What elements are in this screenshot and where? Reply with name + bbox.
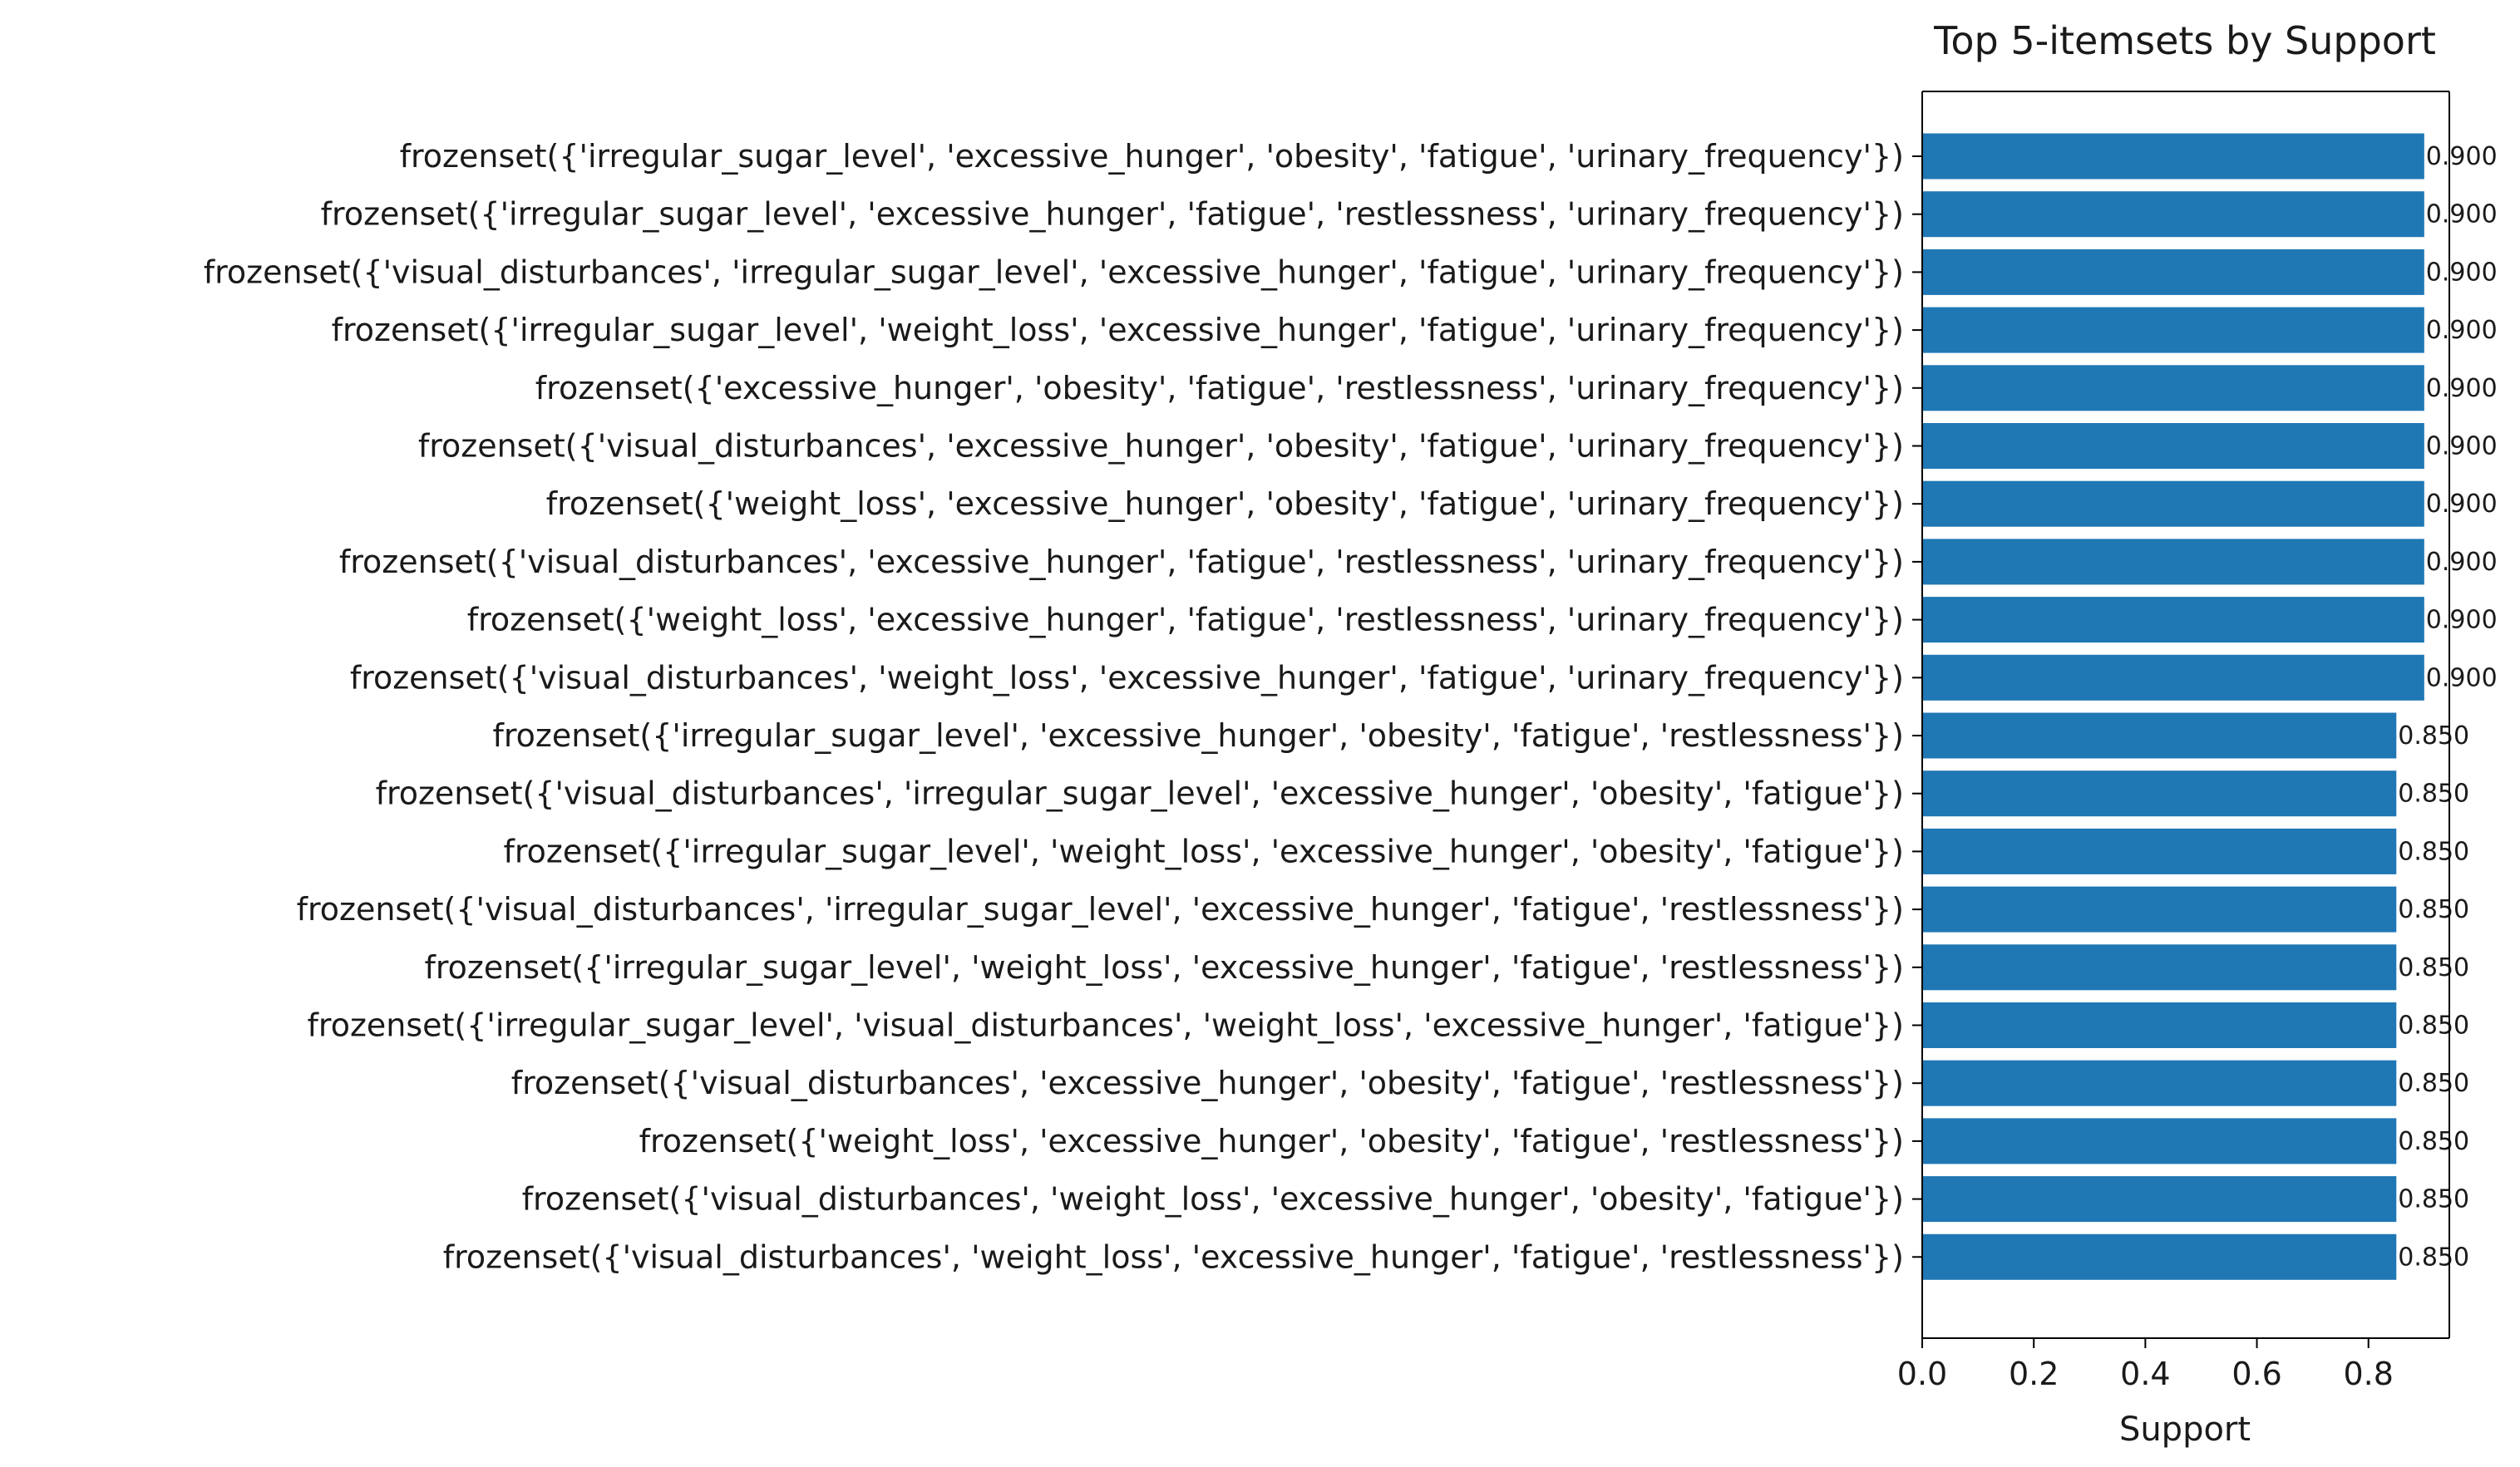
value-label: 0.850 bbox=[2398, 953, 2469, 982]
bar bbox=[1922, 480, 2424, 527]
category-label: frozenset({'weight_loss', 'excessive_hun… bbox=[639, 1123, 1904, 1159]
value-label: 0.850 bbox=[2398, 1127, 2469, 1156]
bar bbox=[1922, 423, 2424, 469]
bar bbox=[1922, 249, 2424, 295]
bar bbox=[1922, 597, 2424, 643]
value-label: 0.850 bbox=[2398, 721, 2469, 751]
category-label: frozenset({'visual_disturbances', 'irreg… bbox=[297, 891, 1904, 928]
bar bbox=[1922, 944, 2397, 991]
value-label: 0.900 bbox=[2426, 432, 2498, 461]
value-label: 0.900 bbox=[2426, 548, 2498, 577]
value-label: 0.900 bbox=[2426, 490, 2498, 519]
category-label: frozenset({'visual_disturbances', 'exces… bbox=[511, 1065, 1904, 1101]
bar bbox=[1922, 307, 2424, 353]
value-label: 0.850 bbox=[2398, 1185, 2469, 1214]
category-label: frozenset({'visual_disturbances', 'weigh… bbox=[350, 659, 1904, 696]
bar bbox=[1922, 1176, 2397, 1223]
value-label: 0.850 bbox=[2398, 1243, 2469, 1272]
x-tick-label: 0.0 bbox=[1897, 1356, 1947, 1392]
bar bbox=[1922, 1233, 2397, 1280]
category-label: frozenset({'irregular_sugar_level', 'vis… bbox=[308, 1007, 1904, 1044]
bar bbox=[1922, 133, 2424, 180]
value-label: 0.900 bbox=[2426, 142, 2498, 171]
value-label: 0.850 bbox=[2398, 1012, 2469, 1041]
category-label: frozenset({'irregular_sugar_level', 'exc… bbox=[400, 138, 1904, 175]
category-label: frozenset({'weight_loss', 'excessive_hun… bbox=[546, 485, 1904, 522]
value-label: 0.850 bbox=[2398, 1069, 2469, 1098]
category-label: frozenset({'visual_disturbances', 'weigh… bbox=[443, 1238, 1904, 1275]
axes-group: 0.0 0.2 0.4 0.6 0.8 bbox=[1897, 91, 2450, 1392]
value-label: 0.900 bbox=[2426, 374, 2498, 403]
bar bbox=[1922, 365, 2424, 411]
bar bbox=[1922, 191, 2424, 238]
category-label: frozenset({'visual_disturbances', 'irreg… bbox=[204, 254, 1904, 290]
bar bbox=[1922, 1118, 2397, 1164]
x-tick-label: 0.8 bbox=[2344, 1356, 2394, 1392]
bar bbox=[1922, 770, 2397, 817]
bar bbox=[1922, 1002, 2397, 1048]
x-tick-label: 0.2 bbox=[2009, 1356, 2059, 1392]
category-label: frozenset({'irregular_sugar_level', 'exc… bbox=[321, 196, 1904, 233]
value-label: 0.900 bbox=[2426, 316, 2498, 345]
x-tick-label: 0.6 bbox=[2232, 1356, 2281, 1392]
value-labels-group: 0.900 0.900 0.900 0.900 0.900 0.900 0.900 0.900… bbox=[2398, 142, 2497, 1272]
value-label: 0.850 bbox=[2398, 837, 2469, 866]
category-label: frozenset({'visual_disturbances', 'exces… bbox=[418, 428, 1904, 465]
x-tick-label: 0.4 bbox=[2120, 1356, 2170, 1392]
chart-title: Top 5-itemsets by Support bbox=[1933, 18, 2436, 63]
bar bbox=[1922, 1060, 2397, 1106]
bar bbox=[1922, 712, 2397, 759]
category-label: frozenset({'irregular_sugar_level', 'wei… bbox=[424, 949, 1904, 986]
value-label: 0.900 bbox=[2426, 200, 2498, 229]
bar bbox=[1922, 886, 2397, 933]
value-label: 0.850 bbox=[2398, 780, 2469, 809]
category-label: frozenset({'excessive_hunger', 'obesity'… bbox=[535, 370, 1904, 406]
category-label: frozenset({'irregular_sugar_level', 'exc… bbox=[493, 717, 1904, 754]
x-axis-title: Support bbox=[2119, 1410, 2251, 1449]
bars-group bbox=[1922, 133, 2424, 1280]
value-label: 0.900 bbox=[2426, 663, 2498, 692]
value-label: 0.850 bbox=[2398, 895, 2469, 924]
category-label: frozenset({'visual_disturbances', 'irreg… bbox=[376, 775, 1904, 812]
category-label: frozenset({'visual_disturbances', 'exces… bbox=[339, 544, 1904, 580]
value-label: 0.900 bbox=[2426, 258, 2498, 287]
category-label: frozenset({'irregular_sugar_level', 'wei… bbox=[332, 312, 1904, 348]
bar bbox=[1922, 654, 2424, 701]
category-label: frozenset({'irregular_sugar_level', 'wei… bbox=[503, 833, 1904, 869]
category-label: frozenset({'weight_loss', 'excessive_hun… bbox=[467, 602, 1904, 638]
category-labels-group: frozenset({'irregular_sugar_level', 'exc… bbox=[204, 138, 1904, 1275]
bar bbox=[1922, 828, 2397, 874]
value-label: 0.900 bbox=[2426, 606, 2498, 635]
category-label: frozenset({'visual_disturbances', 'weigh… bbox=[522, 1181, 1904, 1218]
bar bbox=[1922, 539, 2424, 585]
